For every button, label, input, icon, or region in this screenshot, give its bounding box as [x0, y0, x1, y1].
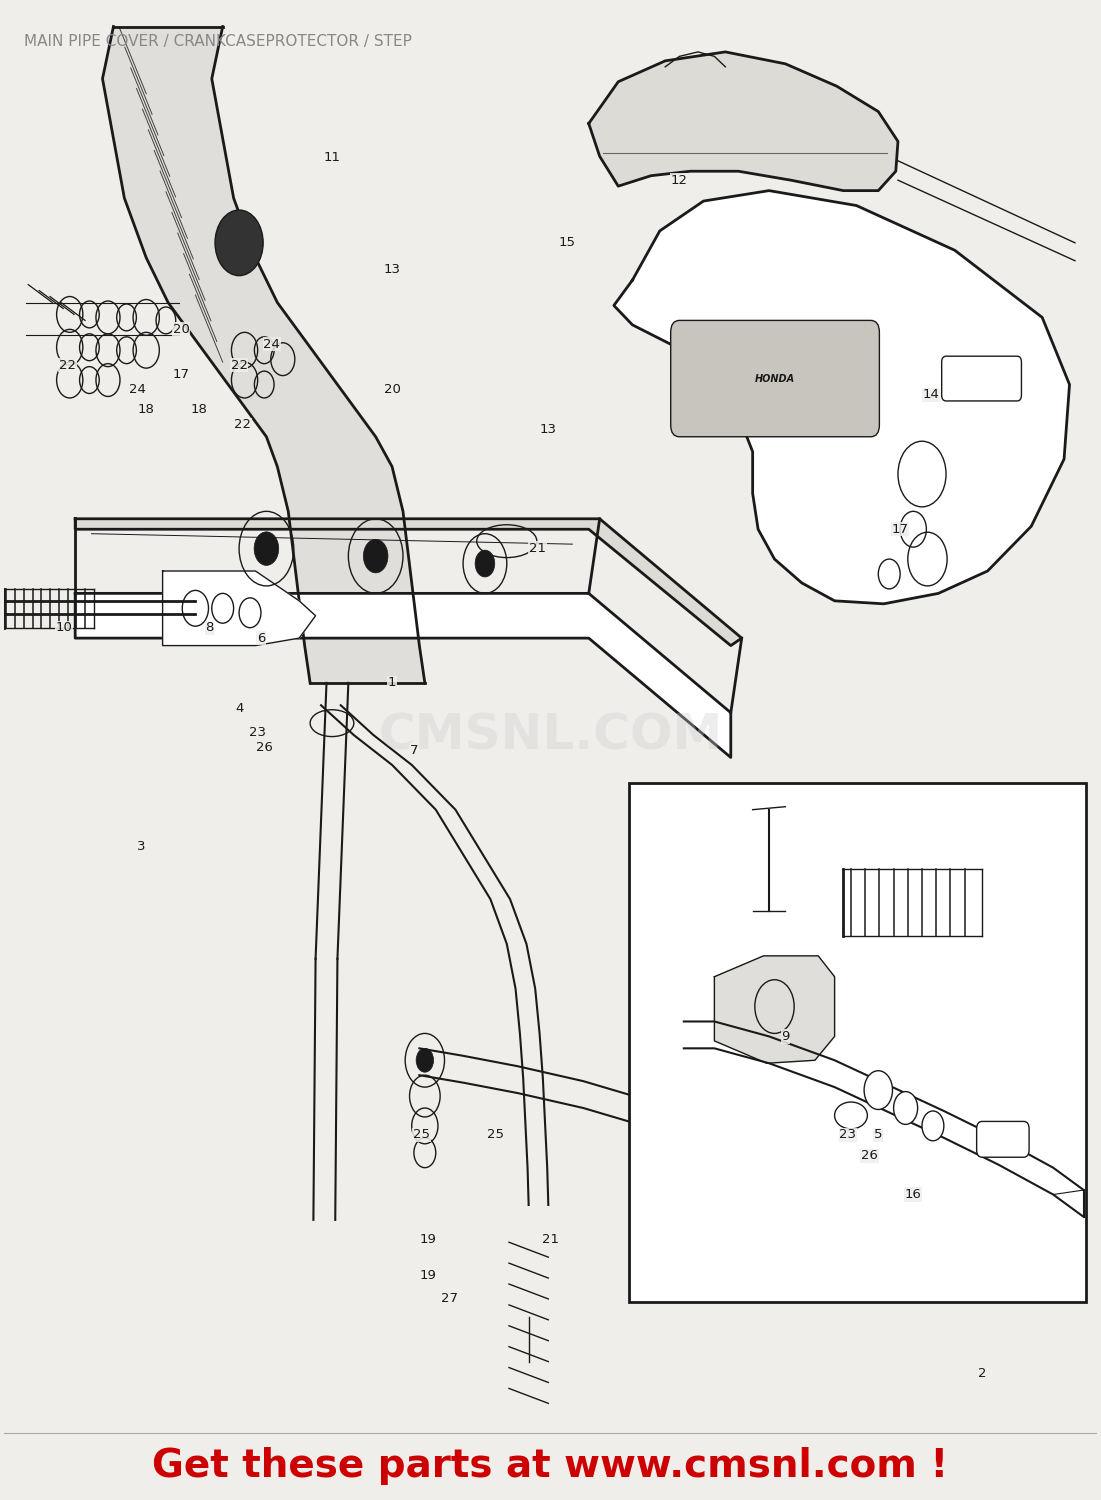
- Ellipse shape: [835, 1102, 868, 1130]
- Circle shape: [864, 1071, 893, 1110]
- Text: 17: 17: [892, 522, 908, 536]
- Text: 26: 26: [255, 741, 273, 753]
- Circle shape: [215, 210, 263, 276]
- Text: 13: 13: [383, 262, 401, 276]
- Polygon shape: [163, 572, 316, 645]
- Polygon shape: [715, 956, 835, 1064]
- Text: 23: 23: [839, 1128, 857, 1142]
- Text: 25: 25: [413, 1128, 430, 1142]
- Text: 19: 19: [419, 1269, 437, 1281]
- Circle shape: [363, 540, 388, 573]
- Text: 14: 14: [923, 388, 939, 402]
- Text: 27: 27: [442, 1293, 458, 1305]
- Text: CMSNL.COM: CMSNL.COM: [379, 711, 722, 759]
- Text: 17: 17: [173, 368, 189, 381]
- Polygon shape: [75, 594, 731, 758]
- Circle shape: [894, 1092, 917, 1125]
- Text: 16: 16: [905, 1188, 922, 1202]
- Text: 22: 22: [230, 358, 248, 372]
- Text: 18: 18: [138, 404, 154, 417]
- Text: 19: 19: [419, 1233, 437, 1246]
- Text: 7: 7: [410, 744, 418, 756]
- FancyBboxPatch shape: [941, 356, 1022, 401]
- Text: MAIN PIPE COVER / CRANKCASEPROTECTOR / STEP: MAIN PIPE COVER / CRANKCASEPROTECTOR / S…: [24, 34, 412, 50]
- FancyBboxPatch shape: [671, 321, 880, 436]
- Text: 21: 21: [542, 1233, 559, 1246]
- Text: 10: 10: [56, 621, 73, 634]
- Polygon shape: [75, 519, 742, 645]
- Text: 15: 15: [558, 237, 576, 249]
- Text: 21: 21: [528, 542, 546, 555]
- FancyBboxPatch shape: [977, 1122, 1029, 1156]
- Text: 24: 24: [129, 382, 146, 396]
- Text: 24: 24: [263, 338, 281, 351]
- Text: 13: 13: [539, 423, 557, 436]
- Text: 26: 26: [861, 1149, 877, 1162]
- Text: 2: 2: [978, 1366, 986, 1380]
- Circle shape: [254, 532, 279, 566]
- Text: 20: 20: [383, 382, 401, 396]
- Text: 6: 6: [257, 632, 265, 645]
- Polygon shape: [102, 27, 425, 682]
- Text: 22: 22: [233, 419, 251, 432]
- Text: Get these parts at www.cmsnl.com !: Get these parts at www.cmsnl.com !: [152, 1448, 949, 1485]
- Text: 8: 8: [206, 621, 214, 634]
- Polygon shape: [614, 190, 1069, 604]
- Text: 20: 20: [173, 322, 189, 336]
- Text: 12: 12: [671, 174, 688, 186]
- Text: 9: 9: [782, 1030, 789, 1042]
- Polygon shape: [589, 53, 898, 190]
- Text: 5: 5: [874, 1128, 883, 1142]
- Text: 11: 11: [324, 152, 340, 165]
- Circle shape: [922, 1112, 944, 1142]
- Text: 23: 23: [249, 726, 266, 738]
- Text: 4: 4: [235, 702, 243, 714]
- Text: 22: 22: [59, 358, 76, 372]
- Text: 25: 25: [488, 1128, 504, 1142]
- Circle shape: [476, 550, 494, 578]
- Text: 1: 1: [388, 676, 396, 690]
- Text: 18: 18: [190, 404, 207, 417]
- Text: HONDA: HONDA: [755, 374, 795, 384]
- Text: 3: 3: [137, 840, 145, 854]
- Circle shape: [416, 1048, 434, 1072]
- Bar: [629, 783, 1086, 1302]
